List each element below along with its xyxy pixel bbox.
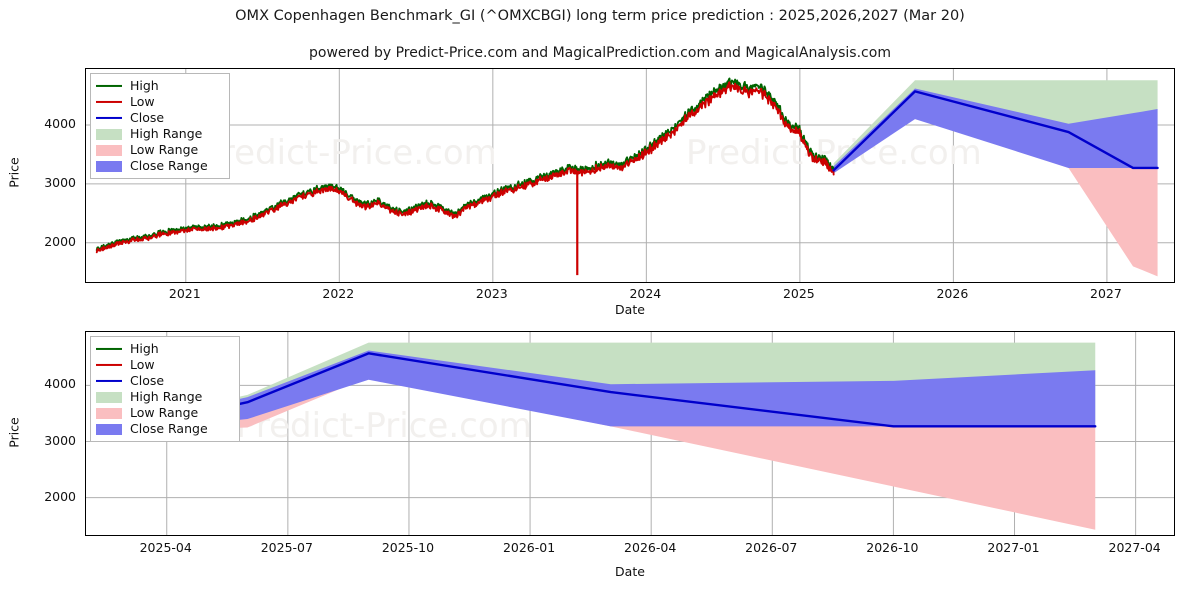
- legend-item-high: High: [96, 341, 232, 357]
- legend-item-low: Low: [96, 94, 222, 110]
- legend-label: Close: [130, 373, 165, 388]
- page-subtitle: powered by Predict-Price.com and Magical…: [309, 45, 891, 61]
- legend-item-close: Close: [96, 373, 232, 389]
- legend-patch-swatch: [96, 391, 122, 403]
- x-tick-label: 2026: [936, 286, 969, 301]
- close-forecast-line: [832, 90, 1159, 172]
- legend-label: Close Range: [130, 158, 208, 173]
- bottom-x-axis-label: Date: [615, 564, 645, 579]
- legend-label: Low: [130, 94, 155, 109]
- x-tick-label: 2025: [782, 286, 815, 301]
- legend-item-close: Close: [96, 110, 222, 126]
- legend-label: Close: [130, 110, 165, 125]
- legend-line-swatch: [96, 359, 122, 371]
- legend-label: Low Range: [130, 405, 199, 420]
- top-y-axis-label: Price: [6, 157, 22, 188]
- legend-label: Low: [130, 357, 155, 372]
- x-tick-label: 2025-10: [381, 540, 435, 555]
- x-tick-label: 2023: [475, 286, 508, 301]
- legend-label: High Range: [130, 389, 203, 404]
- legend-label: High: [130, 341, 159, 356]
- legend-patch-swatch: [96, 407, 122, 419]
- x-tick-label: 2022: [322, 286, 355, 301]
- x-tick-label: 2026-07: [745, 540, 798, 555]
- legend-line-swatch: [96, 375, 122, 387]
- legend-label: Low Range: [130, 142, 199, 157]
- y-tick-label: 3000: [44, 432, 76, 448]
- x-tick-label: 2025-07: [260, 540, 313, 555]
- legend-label: High Range: [130, 126, 203, 141]
- legend-item-close-range: Close Range: [96, 158, 222, 174]
- x-tick-label: 2026-10: [866, 540, 919, 555]
- legend-item-low: Low: [96, 357, 232, 373]
- legend-line-swatch: [96, 343, 122, 355]
- legend-item-high-range: High Range: [96, 389, 232, 405]
- legend-patch-swatch: [96, 128, 122, 140]
- x-tick-label: 2024: [629, 286, 662, 301]
- x-tick-label: 2026-01: [502, 540, 556, 555]
- y-tick-label: 3000: [44, 174, 76, 190]
- high-line: [95, 77, 835, 252]
- watermark: Predict-Price.com: [201, 133, 497, 173]
- x-tick-label: 2025-04: [139, 540, 192, 555]
- legend-item-close-range: Close Range: [96, 421, 232, 437]
- page-title: OMX Copenhagen Benchmark_GI (^OMXCBGI) l…: [235, 8, 965, 24]
- legend-item-high: High: [96, 78, 222, 94]
- legend-item-low-range: Low Range: [96, 142, 222, 158]
- top-plot-area: Predict-Price.com Predict-Price.com: [85, 68, 1175, 283]
- legend-patch-swatch: [96, 423, 122, 435]
- x-tick-label: 2027: [1090, 286, 1122, 301]
- legend-line-swatch: [96, 80, 122, 92]
- bottom-legend: High Low Close High Range Low Range Close Ran…: [90, 336, 240, 442]
- x-tick-label: 2021: [168, 286, 201, 301]
- x-tick-label: 2027-01: [987, 540, 1040, 555]
- legend-line-swatch: [96, 112, 122, 124]
- y-tick-label: 2000: [44, 233, 76, 249]
- legend-label: High: [130, 78, 159, 93]
- close-range-band: [833, 88, 1158, 174]
- legend-patch-swatch: [96, 144, 122, 156]
- legend-item-high-range: High Range: [96, 126, 222, 142]
- legend-line-swatch: [96, 96, 122, 108]
- x-tick-label: 2027-04: [1108, 540, 1161, 555]
- x-tick-label: 2026-04: [624, 540, 677, 555]
- low-range-band: [126, 353, 1096, 530]
- high-range-band: [833, 80, 1158, 171]
- low-line: [95, 81, 835, 254]
- y-tick-label: 4000: [44, 115, 76, 131]
- y-tick-label: 4000: [44, 376, 76, 392]
- top-legend: High Low Close High Range Low Range Close Ran…: [90, 73, 230, 179]
- legend-label: Close Range: [130, 421, 208, 436]
- watermark: Predict-Price.com: [236, 406, 532, 446]
- top-x-axis-label: Date: [615, 302, 645, 317]
- y-tick-label: 2000: [44, 488, 76, 504]
- legend-patch-swatch: [96, 160, 122, 172]
- legend-item-low-range: Low Range: [96, 405, 232, 421]
